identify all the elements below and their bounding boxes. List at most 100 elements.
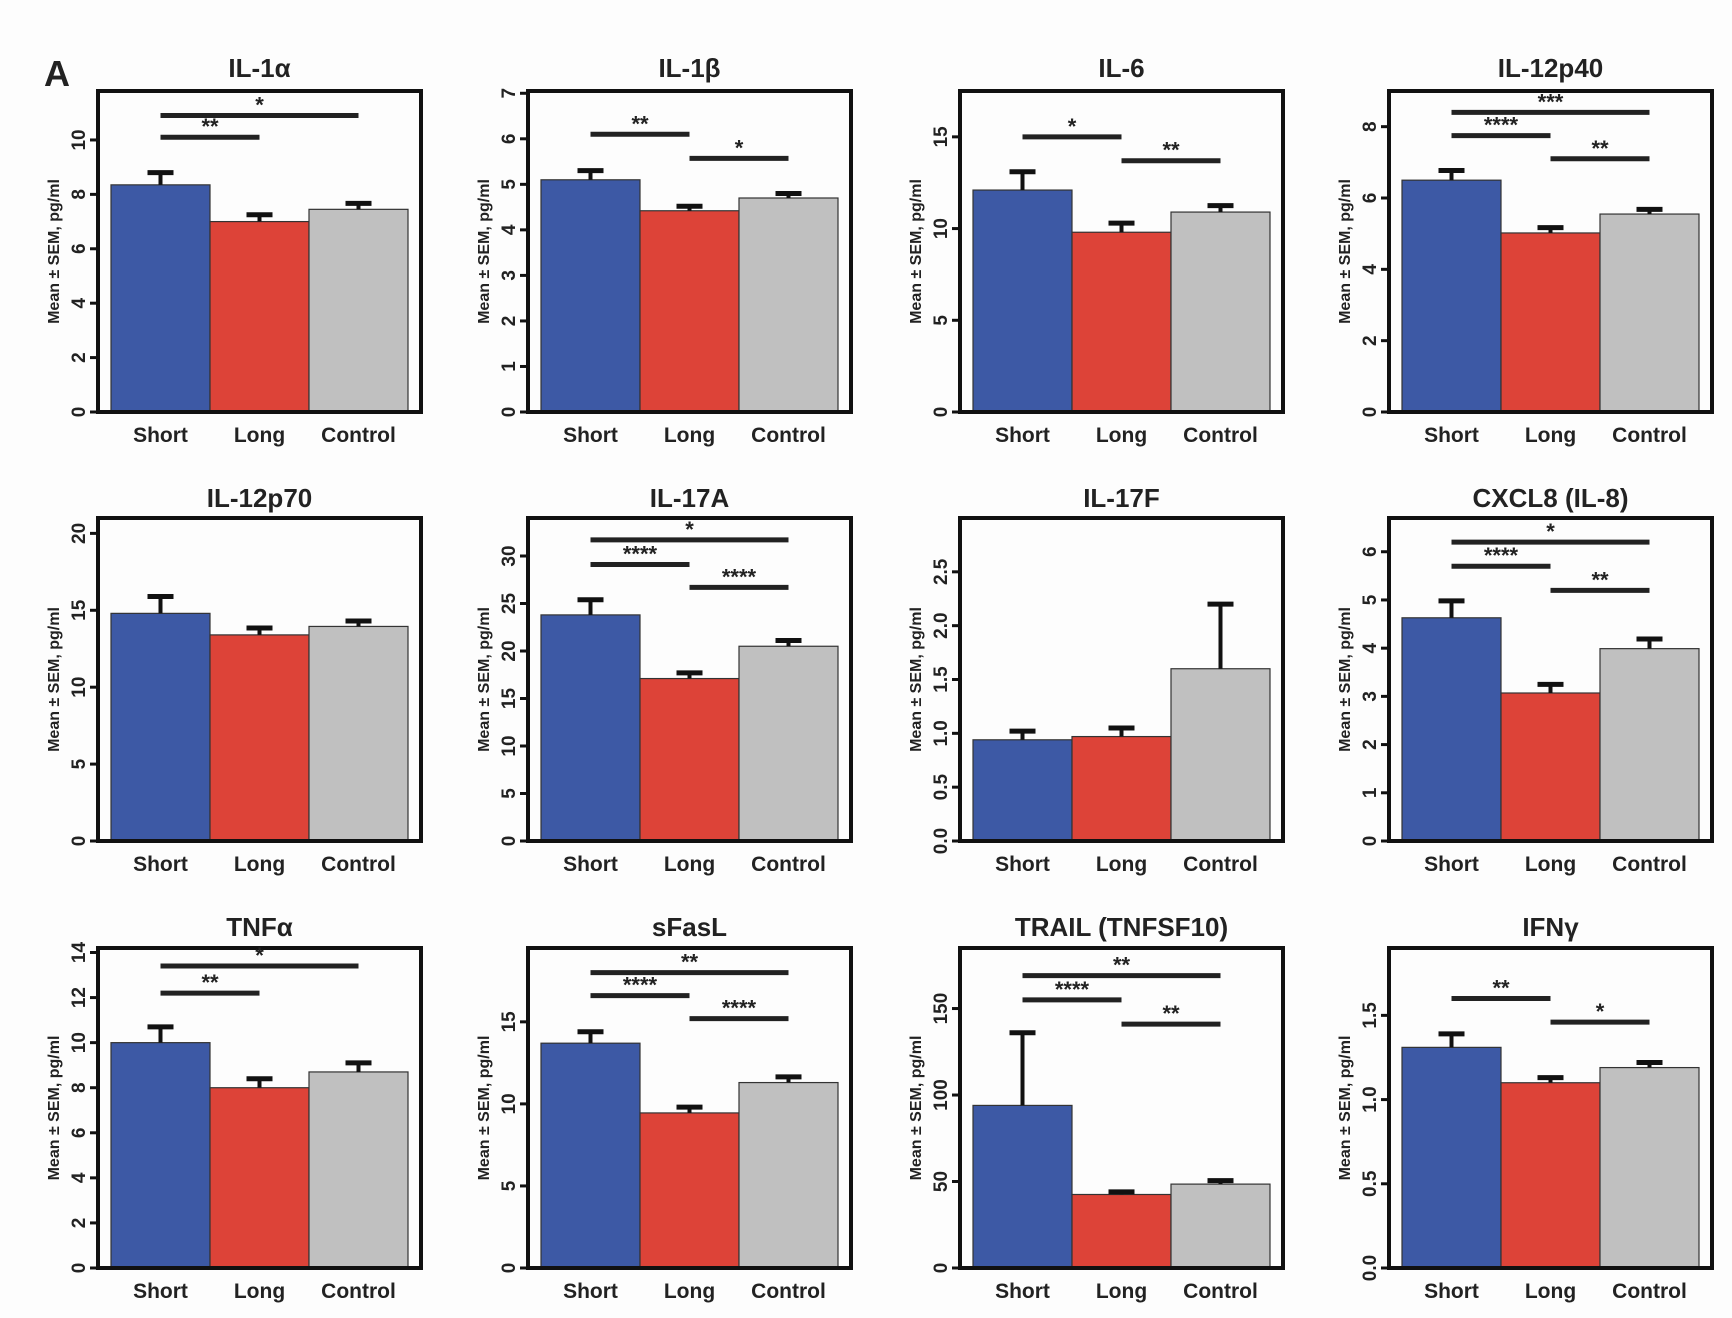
significance-label: ** xyxy=(1492,976,1510,1001)
y-tick-label: 2 xyxy=(499,316,520,327)
x-tick-label-long: Long xyxy=(1525,853,1576,876)
y-tick-label: 3 xyxy=(1360,691,1381,702)
bar-long xyxy=(639,1112,740,1269)
y-tick-label: 7 xyxy=(499,88,520,99)
y-tick-label: 10 xyxy=(69,1032,90,1053)
x-tick-label-control: Control xyxy=(751,853,826,876)
x-tick-label-long: Long xyxy=(234,1280,285,1303)
bar-long xyxy=(1500,692,1601,842)
x-tick-label-control: Control xyxy=(1612,853,1687,876)
x-tick-label-short: Short xyxy=(133,853,188,876)
bar-control xyxy=(1170,668,1271,842)
chart-title: IL-1α xyxy=(228,53,290,83)
x-tick-label-control: Control xyxy=(321,853,396,876)
bar-control xyxy=(1599,648,1700,842)
bar-long xyxy=(639,210,740,413)
significance-label: * xyxy=(1546,519,1555,544)
y-tick-label: 10 xyxy=(499,735,520,756)
y-tick-label: 2 xyxy=(69,1218,90,1229)
x-tick-label-long: Long xyxy=(664,853,715,876)
y-tick-label: 6 xyxy=(69,1127,90,1138)
y-tick-label: 20 xyxy=(499,640,520,661)
x-tick-label-short: Short xyxy=(995,1280,1050,1303)
y-tick-label: 0.0 xyxy=(931,828,952,854)
bar-short xyxy=(972,189,1073,413)
y-tick-label: 1.0 xyxy=(931,720,952,746)
chart-panel-5: IL-12p70 Mean ± SEM, pg/ml 0 5 10 15 20 Short Lo… xyxy=(46,483,423,876)
chart-panel-1: IL-1α Mean ± SEM, pg/ml 0 2 4 6 8 10 Short Long Co… xyxy=(46,53,423,447)
x-tick-label-short: Short xyxy=(563,424,618,447)
chart-panel-9: TNFα Mean ± SEM, pg/ml 0 2 4 6 8 10 12 14 Short Lon… xyxy=(46,912,423,1303)
x-tick-label-long: Long xyxy=(664,424,715,447)
bar-control xyxy=(738,197,839,413)
bar-long xyxy=(209,1087,310,1269)
significance-label: ** xyxy=(681,950,699,975)
bar-short xyxy=(110,184,211,413)
x-tick-label-short: Short xyxy=(1424,853,1479,876)
y-tick-label: 5 xyxy=(499,788,520,799)
chart-title: TNFα xyxy=(226,912,293,942)
significance-label: ** xyxy=(1591,567,1609,592)
significance-label: **** xyxy=(1484,543,1519,568)
bar-long xyxy=(1071,231,1172,413)
y-tick-label: 15 xyxy=(931,126,952,148)
x-tick-label-control: Control xyxy=(1183,853,1258,876)
bar-short xyxy=(110,612,211,842)
y-tick-label: 10 xyxy=(69,129,90,150)
y-tick-label: 8 xyxy=(1360,121,1381,132)
y-tick-label: 6 xyxy=(1360,193,1381,204)
y-tick-label: 50 xyxy=(931,1171,952,1192)
y-tick-label: 6 xyxy=(1360,546,1381,557)
chart-title: sFasL xyxy=(652,912,727,942)
y-tick-label: 15 xyxy=(499,688,520,710)
y-tick-label: 3 xyxy=(499,270,520,281)
chart-panel-2: IL-1β Mean ± SEM, pg/ml 0 1 2 3 4 5 6 7 Short Long C… xyxy=(476,53,853,447)
x-tick-label-long: Long xyxy=(1096,1280,1147,1303)
y-tick-label: 12 xyxy=(69,987,90,1008)
plot-frame xyxy=(96,516,423,843)
y-tick-label: 0 xyxy=(931,407,952,418)
y-tick-label: 5 xyxy=(69,758,90,769)
y-tick-label: 15 xyxy=(69,599,90,621)
bar-short xyxy=(1401,1046,1502,1269)
bar-control xyxy=(308,1071,409,1269)
y-tick-label: 2.0 xyxy=(931,612,952,638)
y-tick-label: 0 xyxy=(931,1263,952,1274)
x-tick-label-control: Control xyxy=(1612,424,1687,447)
bar-control xyxy=(738,1081,839,1269)
bar-long xyxy=(639,677,740,842)
significance-label: * xyxy=(255,92,264,117)
y-tick-label: 8 xyxy=(69,189,90,200)
y-axis-label: Mean ± SEM, pg/ml xyxy=(476,607,493,752)
x-tick-label-long: Long xyxy=(234,853,285,876)
y-tick-label: 1.0 xyxy=(1360,1086,1381,1112)
y-tick-label: 0 xyxy=(499,407,520,418)
plot-frame xyxy=(96,89,423,414)
bar-long xyxy=(1071,735,1172,842)
bar-short xyxy=(1401,617,1502,842)
bar-control xyxy=(1170,211,1271,413)
significance-label: **** xyxy=(1055,977,1090,1002)
x-tick-label-short: Short xyxy=(563,1280,618,1303)
y-tick-label: 20 xyxy=(69,523,90,544)
y-tick-label: 4 xyxy=(1360,264,1381,275)
y-tick-label: 2 xyxy=(1360,335,1381,346)
y-tick-label: 0 xyxy=(499,836,520,847)
x-tick-label-control: Control xyxy=(751,1280,826,1303)
bar-long xyxy=(1500,232,1601,413)
y-tick-label: 10 xyxy=(931,218,952,239)
y-tick-label: 25 xyxy=(499,593,520,615)
bar-control xyxy=(1599,1066,1700,1269)
x-tick-label-long: Long xyxy=(664,1280,715,1303)
y-tick-label: 1 xyxy=(1360,787,1381,798)
chart-title: IL-6 xyxy=(1098,53,1144,83)
y-tick-label: 1.5 xyxy=(1360,1002,1381,1029)
y-axis-label: Mean ± SEM, pg/ml xyxy=(46,607,63,752)
x-tick-label-short: Short xyxy=(1424,1280,1479,1303)
y-tick-label: 1.5 xyxy=(931,666,952,693)
bar-long xyxy=(209,220,310,413)
y-tick-label: 4 xyxy=(69,1172,90,1183)
significance-label: **** xyxy=(623,542,658,567)
y-tick-label: 2 xyxy=(69,352,90,363)
x-tick-label-short: Short xyxy=(133,424,188,447)
